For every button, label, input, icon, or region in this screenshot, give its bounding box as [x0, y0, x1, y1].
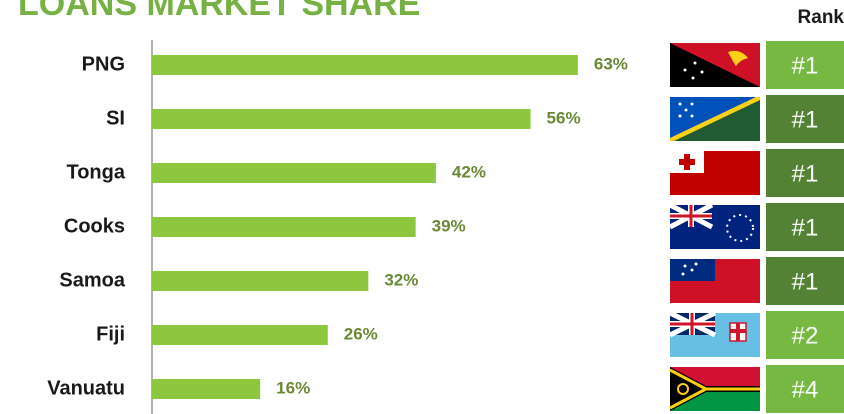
rank-label: #2 [792, 322, 819, 349]
flag-samoa [670, 259, 760, 303]
rank-box [766, 203, 844, 251]
value-label: 42% [452, 162, 486, 181]
rank-label: #1 [792, 52, 819, 79]
flag-cooks [668, 202, 760, 249]
rank-header: Rank [798, 7, 844, 28]
rank-box [766, 41, 844, 89]
bar [152, 379, 261, 399]
chart-title: LOANS MARKET SHARE [18, 0, 420, 23]
bar [152, 217, 416, 237]
category-label: Vanuatu [47, 377, 125, 399]
rank-label: #1 [792, 160, 819, 187]
rank-box [766, 365, 844, 413]
bar [152, 109, 531, 129]
flag-si [670, 97, 760, 141]
flag-vanuatu [669, 367, 760, 411]
rank-box [766, 257, 844, 305]
value-label: 16% [276, 378, 310, 397]
rank-label: #1 [792, 214, 819, 241]
rank-box [766, 95, 844, 143]
rank-box [766, 311, 844, 359]
bar [152, 325, 328, 345]
rank-label: #4 [792, 376, 819, 403]
category-label: SI [106, 107, 125, 129]
flag-fiji [668, 310, 760, 357]
bar [152, 163, 436, 183]
value-label: 26% [344, 324, 378, 343]
value-label: 32% [384, 270, 418, 289]
category-label: PNG [82, 53, 125, 75]
category-label: Cooks [64, 215, 125, 237]
value-label: 63% [594, 54, 628, 73]
bar [152, 55, 578, 75]
rank-box [766, 149, 844, 197]
category-label: Samoa [59, 269, 125, 291]
rank-label: #1 [792, 268, 819, 295]
value-label: 56% [547, 108, 581, 127]
rank-label: #1 [792, 106, 819, 133]
value-label: 39% [432, 216, 466, 235]
bar [152, 271, 369, 291]
flag-tonga [670, 151, 760, 195]
category-label: Fiji [96, 323, 125, 345]
flags [668, 43, 760, 411]
flag-png [670, 43, 760, 87]
category-label: Tonga [66, 161, 125, 183]
